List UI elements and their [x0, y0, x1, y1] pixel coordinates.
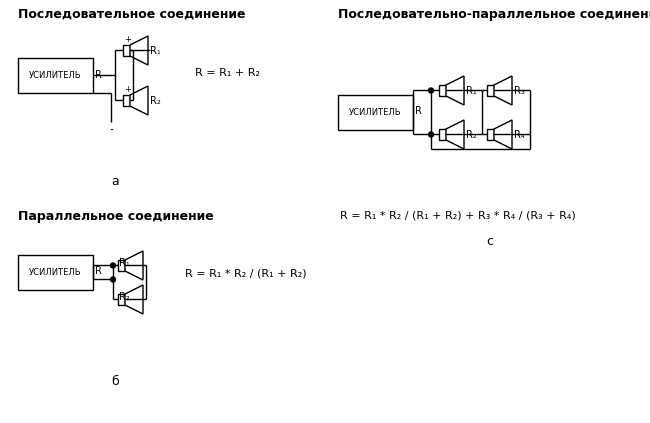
- Text: Последовательно-параллельное соединение: Последовательно-параллельное соединение: [338, 8, 650, 21]
- Bar: [123, 45, 130, 56]
- Polygon shape: [125, 251, 143, 280]
- Text: c: c: [486, 235, 493, 248]
- Text: R = R₁ * R₂ / (R₁ + R₂) + R₃ * R₄ / (R₃ + R₄): R = R₁ * R₂ / (R₁ + R₂) + R₃ * R₄ / (R₃ …: [340, 210, 576, 220]
- Polygon shape: [446, 120, 464, 149]
- Text: -: -: [109, 124, 113, 135]
- Text: Последовательное соединение: Последовательное соединение: [18, 8, 246, 21]
- Polygon shape: [130, 36, 148, 65]
- Text: R = R₁ * R₂ / (R₁ + R₂): R = R₁ * R₂ / (R₁ + R₂): [185, 268, 307, 278]
- Polygon shape: [446, 76, 464, 105]
- Circle shape: [111, 263, 116, 268]
- Polygon shape: [130, 86, 148, 115]
- Text: R₁: R₁: [150, 47, 161, 57]
- Text: Параллельное соединение: Параллельное соединение: [18, 210, 214, 223]
- Bar: [338, 95, 413, 130]
- Text: R = R₁ + R₂: R = R₁ + R₂: [195, 68, 260, 78]
- Text: R₂: R₂: [119, 292, 130, 302]
- Text: R₁: R₁: [119, 258, 130, 268]
- Text: R: R: [415, 107, 422, 116]
- Bar: [118, 294, 125, 305]
- Text: a: a: [111, 175, 119, 188]
- Circle shape: [111, 277, 116, 282]
- Bar: [439, 85, 446, 96]
- Text: R₂: R₂: [466, 131, 476, 140]
- Polygon shape: [125, 285, 143, 314]
- Text: б: б: [111, 375, 119, 388]
- Text: УСИЛИТЕЛЬ: УСИЛИТЕЛЬ: [29, 71, 82, 80]
- Circle shape: [428, 88, 434, 93]
- Bar: [118, 260, 125, 271]
- Text: R₂: R₂: [150, 96, 161, 107]
- Polygon shape: [494, 76, 512, 105]
- Circle shape: [428, 132, 434, 137]
- Text: УСИЛИТЕЛЬ: УСИЛИТЕЛЬ: [349, 108, 402, 117]
- Bar: [487, 129, 494, 140]
- Text: R₃: R₃: [514, 86, 525, 96]
- Text: R: R: [95, 266, 102, 277]
- Text: R₄: R₄: [514, 131, 525, 140]
- Bar: [18, 58, 93, 93]
- Text: R: R: [95, 69, 102, 80]
- Text: R₁: R₁: [466, 86, 476, 96]
- Bar: [439, 129, 446, 140]
- Text: УСИЛИТЕЛЬ: УСИЛИТЕЛЬ: [29, 268, 82, 277]
- Bar: [18, 255, 93, 290]
- Bar: [487, 85, 494, 96]
- Text: +: +: [124, 85, 131, 94]
- Text: +: +: [124, 35, 131, 44]
- Polygon shape: [494, 120, 512, 149]
- Bar: [123, 95, 130, 106]
